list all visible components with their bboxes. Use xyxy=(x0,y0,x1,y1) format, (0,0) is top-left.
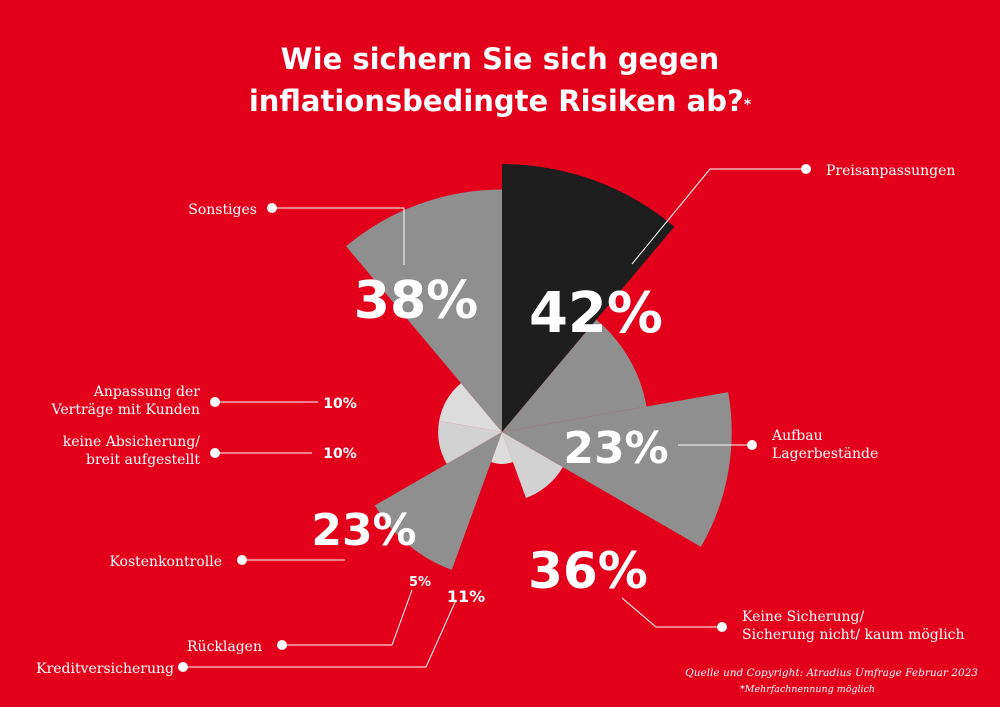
pie-slice xyxy=(491,432,513,464)
slice-value-label: 38% xyxy=(354,271,478,331)
leader-dot xyxy=(178,662,188,672)
pie-slice xyxy=(502,319,647,432)
slice-category-label: Keine Sicherung/Sicherung nicht/ kaum mö… xyxy=(742,609,965,643)
chart-title: Wie sichern Sie sich gegen inflationsbed… xyxy=(0,38,1000,122)
label-line: Sicherung nicht/ kaum möglich xyxy=(742,627,965,643)
slice-category-label: Anpassung der Verträge mit Kunden xyxy=(51,384,201,418)
slice-value-label: 23% xyxy=(563,423,668,474)
leader-line xyxy=(621,597,722,628)
slice-category-label: Preisanpassungen xyxy=(826,163,955,179)
slice-value-label: 42% xyxy=(529,281,663,346)
pie-slice xyxy=(374,432,502,570)
slice-category-label: Kostenkontrolle xyxy=(109,554,222,570)
leader-dot xyxy=(237,555,247,565)
pie-slice xyxy=(502,392,732,547)
slice-category-label: keine Absicherung/breit aufgestellt xyxy=(63,434,201,468)
slice-value-label: 23% xyxy=(311,505,416,556)
label-line: Preisanpassungen xyxy=(826,163,955,179)
label-line: breit aufgestellt xyxy=(86,452,200,468)
label-line: Kostenkontrolle xyxy=(109,554,222,570)
label-line: Aufbau xyxy=(771,428,823,444)
pie-slice xyxy=(502,432,563,498)
leader-dot xyxy=(210,397,220,407)
footnote: *Mehrfachnennung möglich xyxy=(740,684,876,695)
title-line-1: Wie sichern Sie sich gegen xyxy=(280,42,720,76)
slice-labels: 42% Preisanpassungen 23% Aufbau Lagerbeständ… xyxy=(36,163,964,677)
pie-slice xyxy=(502,164,675,432)
label-line: Lagerbestände xyxy=(772,446,878,462)
leader-dot xyxy=(267,203,277,213)
leader-dot xyxy=(747,440,757,450)
slice-category-label: Rücklagen xyxy=(187,639,262,655)
slice-category-label: Sonstiges xyxy=(188,202,257,218)
pie-slice xyxy=(438,420,502,464)
leader-dot xyxy=(277,640,287,650)
slice-value-label: 10% xyxy=(323,396,357,412)
leader-dot xyxy=(717,622,727,632)
slice-value-label: 11% xyxy=(447,587,485,606)
label-line: Anpassung der xyxy=(93,384,200,400)
title-line-2-text: inflationsbedingte Risiken ab? xyxy=(248,84,744,118)
pie-slice xyxy=(346,189,502,432)
label-line: Kreditversicherung xyxy=(36,661,174,677)
slice-category-label: Kreditversicherung xyxy=(36,661,174,677)
pie-slice xyxy=(439,383,502,432)
slice-value-label: 10% xyxy=(323,446,357,462)
slice-category-label: Aufbau Lagerbestände xyxy=(771,428,878,462)
slice-value-label: 5% xyxy=(409,575,431,590)
label-line: keine Absicherung/ xyxy=(63,434,201,450)
leader-line xyxy=(631,168,806,265)
label-line: Sonstiges xyxy=(188,202,257,218)
label-line: Verträge mit Kunden xyxy=(51,402,200,418)
source-note: Quelle und Copyright: Atradius Umfrage F… xyxy=(685,667,978,679)
leader-line xyxy=(282,589,413,646)
leader-dot xyxy=(210,448,220,458)
label-line: Rücklagen xyxy=(187,639,262,655)
slice-value-label: 36% xyxy=(528,542,648,600)
leader-line xyxy=(183,599,457,668)
leader-dot xyxy=(801,164,811,174)
label-line: Keine Sicherung/ xyxy=(742,609,864,625)
leader-lines xyxy=(178,164,811,672)
title-line-2: inflationsbedingte Risiken ab?* xyxy=(0,80,1000,122)
title-footnote-marker: * xyxy=(743,97,752,113)
pie-slices xyxy=(346,164,732,570)
leader-line xyxy=(272,207,405,265)
